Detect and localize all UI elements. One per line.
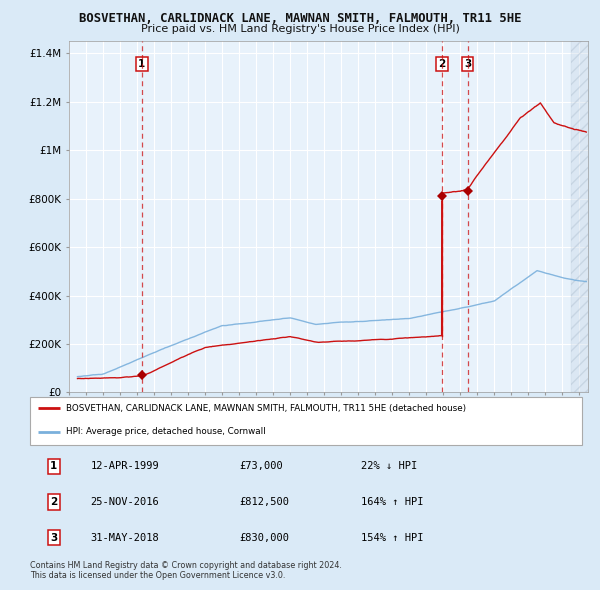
Text: 22% ↓ HPI: 22% ↓ HPI bbox=[361, 461, 418, 471]
Text: 1: 1 bbox=[50, 461, 58, 471]
Text: 154% ↑ HPI: 154% ↑ HPI bbox=[361, 533, 424, 543]
Text: Contains HM Land Registry data © Crown copyright and database right 2024.: Contains HM Land Registry data © Crown c… bbox=[30, 560, 342, 569]
Text: Price paid vs. HM Land Registry's House Price Index (HPI): Price paid vs. HM Land Registry's House … bbox=[140, 24, 460, 34]
Text: 3: 3 bbox=[464, 59, 471, 69]
Text: BOSVETHAN, CARLIDNACK LANE, MAWNAN SMITH, FALMOUTH, TR11 5HE: BOSVETHAN, CARLIDNACK LANE, MAWNAN SMITH… bbox=[79, 12, 521, 25]
Text: £73,000: £73,000 bbox=[240, 461, 284, 471]
Text: 12-APR-1999: 12-APR-1999 bbox=[91, 461, 160, 471]
Text: 31-MAY-2018: 31-MAY-2018 bbox=[91, 533, 160, 543]
Text: 1: 1 bbox=[138, 59, 145, 69]
Text: 2: 2 bbox=[50, 497, 58, 507]
Text: 25-NOV-2016: 25-NOV-2016 bbox=[91, 497, 160, 507]
Text: £830,000: £830,000 bbox=[240, 533, 290, 543]
Text: 2: 2 bbox=[438, 59, 445, 69]
Text: HPI: Average price, detached house, Cornwall: HPI: Average price, detached house, Corn… bbox=[66, 427, 266, 437]
Text: BOSVETHAN, CARLIDNACK LANE, MAWNAN SMITH, FALMOUTH, TR11 5HE (detached house): BOSVETHAN, CARLIDNACK LANE, MAWNAN SMITH… bbox=[66, 404, 466, 412]
Text: £812,500: £812,500 bbox=[240, 497, 290, 507]
Bar bbox=[571, 41, 600, 392]
Text: This data is licensed under the Open Government Licence v3.0.: This data is licensed under the Open Gov… bbox=[30, 571, 286, 579]
Text: 164% ↑ HPI: 164% ↑ HPI bbox=[361, 497, 424, 507]
Text: 3: 3 bbox=[50, 533, 58, 543]
